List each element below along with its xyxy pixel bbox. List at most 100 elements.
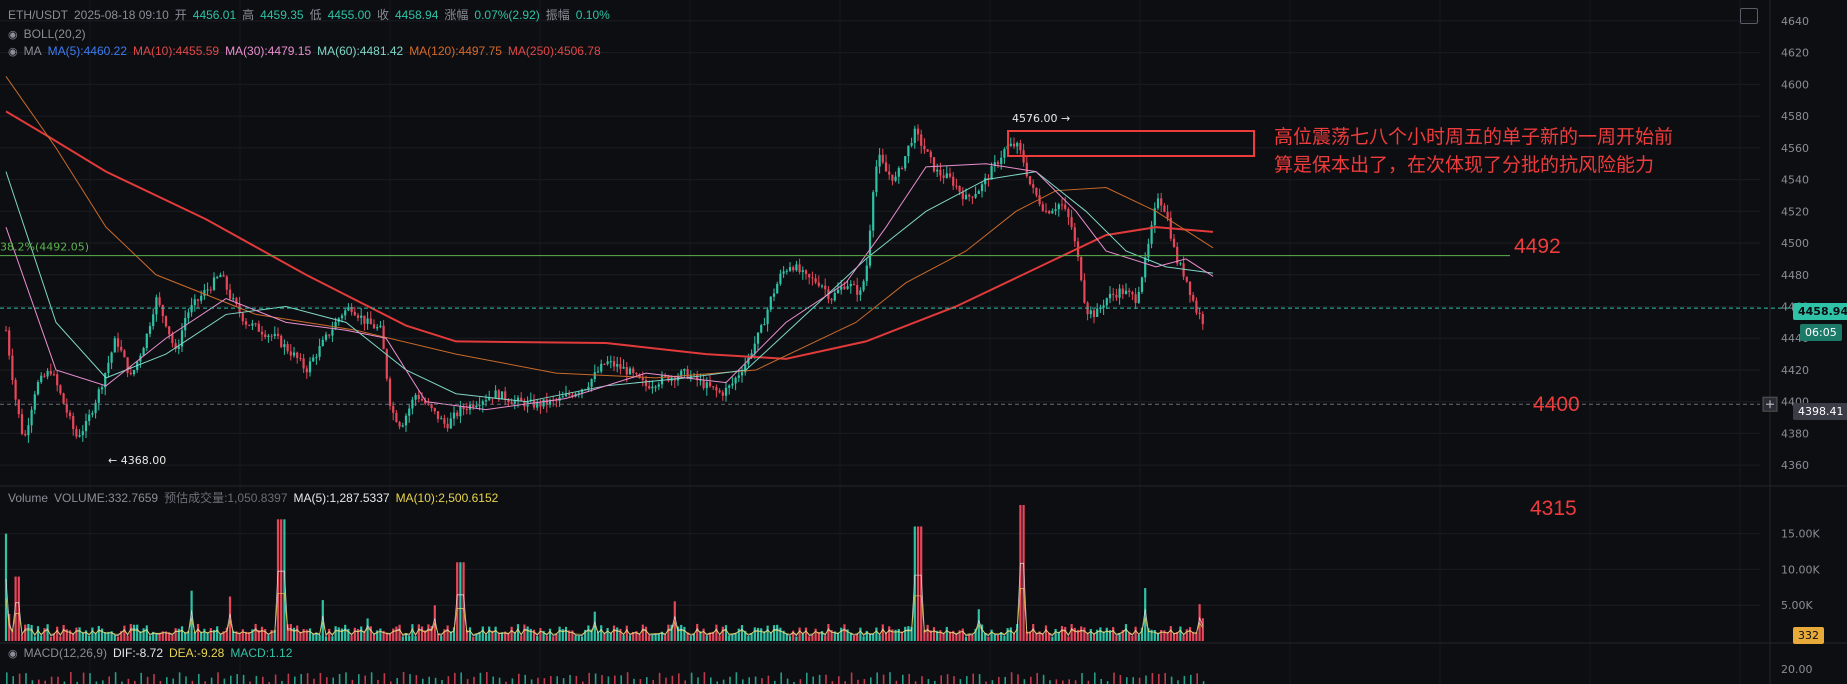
volume-bar xyxy=(302,628,305,641)
candle-body xyxy=(891,174,894,181)
candle-body xyxy=(545,399,548,405)
volume-current-tag: 332 xyxy=(1793,627,1824,644)
candle-body xyxy=(1025,162,1028,177)
boll-label: BOLL(20,2) xyxy=(23,27,86,41)
candle-body xyxy=(417,394,420,400)
macd-bar xyxy=(1126,677,1128,684)
candle-body xyxy=(232,298,235,300)
volume-bar xyxy=(680,624,683,641)
macd-bar xyxy=(102,680,104,684)
candle-body xyxy=(187,312,190,318)
macd-bar xyxy=(806,672,808,684)
volume-bar xyxy=(590,629,593,641)
volume-bar xyxy=(248,632,251,641)
macd-bar xyxy=(351,679,354,684)
macd-bar xyxy=(127,678,130,684)
volume-bar xyxy=(286,624,289,641)
macd-bar xyxy=(882,674,885,684)
candle-body xyxy=(1182,263,1185,277)
macd-bar xyxy=(793,681,795,684)
candle-body xyxy=(932,157,936,172)
volume-bar xyxy=(1144,588,1147,641)
symbol-label[interactable]: ETH/USDT xyxy=(8,7,68,22)
candle-body xyxy=(360,315,363,318)
candle-body xyxy=(65,403,68,413)
candle-body xyxy=(948,173,952,177)
candle-body xyxy=(872,192,875,231)
macd-bar xyxy=(70,672,72,684)
candle-body xyxy=(628,368,632,375)
candle-body xyxy=(11,355,14,380)
volume-bar xyxy=(1169,626,1172,641)
candle-body xyxy=(264,334,267,337)
macd-bar xyxy=(678,673,680,684)
volume-bar xyxy=(856,634,859,641)
macd-bar xyxy=(761,678,763,684)
volume-bar xyxy=(916,526,920,641)
ma-legend[interactable]: ◉ MA MA(5):4460.22 MA(10):4455.59 MA(30):4… xyxy=(8,44,601,58)
price-tick-label: 4520 xyxy=(1781,205,1809,218)
macd-bar xyxy=(454,672,456,684)
candle-body xyxy=(993,162,996,167)
volume-bar xyxy=(1038,631,1041,641)
macd-bar xyxy=(460,672,462,684)
volume-bar xyxy=(478,631,481,641)
volume-bar xyxy=(987,636,990,641)
candle-body xyxy=(737,375,740,378)
volume-bar xyxy=(1051,636,1054,641)
volume-bar xyxy=(1195,632,1198,641)
candle-body xyxy=(334,321,337,330)
candle-body xyxy=(408,408,411,416)
candle-body xyxy=(964,194,968,200)
candle-body xyxy=(968,194,971,197)
macd-legend[interactable]: ◉ MACD(12,26,9) DIF:-8.72 DEA:-9.28 MACD… xyxy=(8,646,292,660)
volume-bar xyxy=(699,631,702,641)
volume-bar xyxy=(1140,627,1144,641)
candle-body xyxy=(395,412,398,423)
candle-body xyxy=(926,149,929,152)
eye-icon[interactable]: ◉ xyxy=(8,45,18,58)
eye-icon[interactable]: ◉ xyxy=(8,28,18,41)
macd-bar xyxy=(281,680,283,684)
volume-bar xyxy=(536,636,539,641)
volume-bar xyxy=(788,636,792,641)
amplitude-label: 振幅 xyxy=(545,8,570,22)
volume-bar xyxy=(1160,629,1163,641)
fullscreen-icon[interactable] xyxy=(1740,8,1758,24)
candle-body xyxy=(17,399,20,415)
candle-body xyxy=(449,418,452,429)
volume-bar xyxy=(161,631,164,641)
candle-body xyxy=(1070,217,1073,228)
macd-bar xyxy=(230,675,232,684)
eye-icon[interactable]: ◉ xyxy=(8,647,18,660)
candle-body xyxy=(830,299,833,301)
macd-bar xyxy=(831,681,834,684)
candle-body xyxy=(708,382,712,387)
candle-body xyxy=(436,411,440,420)
boll-legend[interactable]: ◉ BOLL(20,2) xyxy=(8,27,86,41)
candle-body xyxy=(177,346,180,349)
macd-bar xyxy=(223,678,226,684)
macd-bar xyxy=(908,673,910,684)
volume-bar xyxy=(772,625,776,641)
candle-body xyxy=(843,286,846,289)
macd-bar xyxy=(121,681,123,684)
macd-bar xyxy=(1183,675,1186,684)
candle-body xyxy=(1000,157,1003,164)
volume-bar xyxy=(350,635,353,641)
macd-bar xyxy=(524,674,526,684)
trade-note: 高位震荡七八个小时周五的单子新的一周开始前 算是保本出了，在次体现了分批的抗风险… xyxy=(1274,124,1734,180)
volume-bar xyxy=(1150,629,1153,641)
macd-bar xyxy=(729,676,731,684)
ma-legend-item: MA(120):4497.75 xyxy=(409,44,502,58)
candle-body xyxy=(1179,263,1182,265)
volume-bar xyxy=(948,631,952,641)
volume-bar xyxy=(1102,631,1105,641)
volume-bar xyxy=(1009,627,1012,641)
volume-bar xyxy=(164,631,168,641)
candle-body xyxy=(875,166,878,193)
volume-legend[interactable]: Volume VOLUME:332.7659 预估成交量:1,050.8397 … xyxy=(8,489,498,506)
candle-body xyxy=(795,264,798,271)
candle-body xyxy=(142,348,145,356)
